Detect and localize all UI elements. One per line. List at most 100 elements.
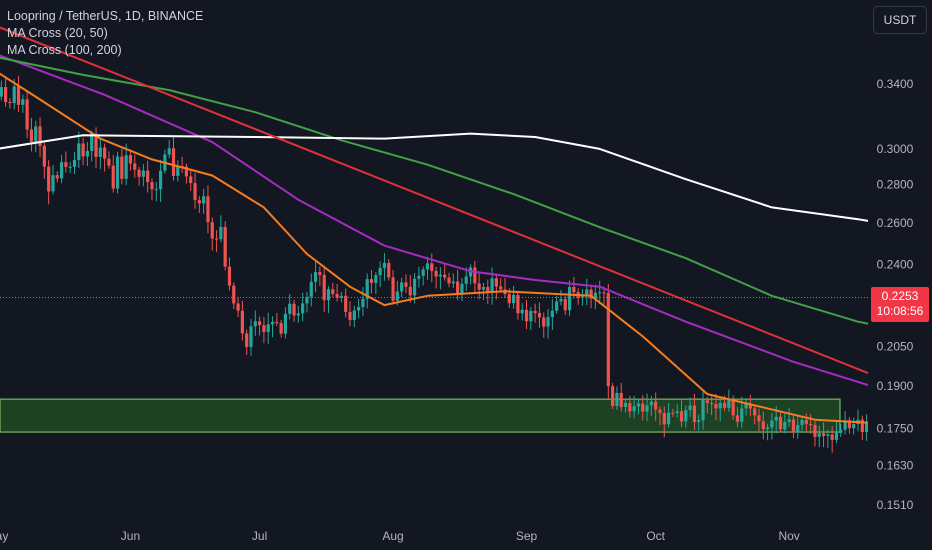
candle [240, 300, 244, 341]
candle [245, 329, 249, 355]
candle-body [714, 403, 718, 409]
last-price-tag: 0.2253 10:08:56 [871, 287, 929, 322]
candle [313, 260, 318, 293]
candle [146, 160, 150, 193]
candle-body [219, 226, 223, 240]
candle-body [796, 424, 800, 433]
candles [0, 75, 868, 453]
indicator-ma-cross-20-50[interactable]: MA Cross (20, 50) [7, 26, 108, 40]
candle [223, 221, 227, 271]
candle-body [21, 99, 25, 105]
candle [51, 165, 55, 195]
candle-body [47, 166, 51, 192]
candle-body [438, 274, 443, 277]
candle [141, 164, 145, 187]
ma-line-ma20 [0, 72, 868, 424]
candle-body [189, 176, 193, 184]
candle [675, 403, 679, 418]
ma-line-ma50 [0, 54, 868, 387]
symbol-title[interactable]: Loopring / TetherUS, 1D, BINANCE [7, 9, 204, 23]
candle [567, 280, 572, 316]
candle-body [671, 412, 675, 414]
candle-body [679, 411, 684, 422]
candle [309, 273, 313, 307]
candle [804, 413, 808, 433]
candle [197, 196, 201, 213]
candle-body [253, 321, 257, 327]
candle-body [774, 416, 778, 421]
candle [206, 185, 210, 234]
candle-body [826, 434, 830, 436]
candle-body [29, 129, 34, 142]
candle [262, 316, 266, 344]
candle [124, 143, 128, 186]
candle-body [85, 150, 90, 157]
candle [705, 397, 709, 414]
candle-body [344, 295, 348, 312]
candle-body [443, 274, 447, 278]
x-tick-label: May [0, 529, 8, 543]
candle-body [481, 286, 486, 290]
candle [357, 298, 361, 319]
candle [434, 267, 438, 289]
candle [29, 117, 34, 152]
candle [167, 139, 171, 159]
candle-body [740, 408, 744, 422]
candle [4, 77, 8, 107]
candle [184, 163, 189, 184]
candle [606, 283, 610, 399]
candle-body [516, 294, 520, 314]
candle [641, 395, 645, 421]
candle-body [623, 403, 628, 408]
candle [430, 253, 434, 283]
candle [193, 173, 197, 209]
candle-body [167, 148, 171, 155]
y-tick-label: 0.1510 [877, 498, 914, 512]
candle-body [701, 400, 705, 421]
candle-body [94, 133, 98, 157]
candle-body [550, 310, 554, 318]
candle-body [0, 87, 3, 97]
candle-body [499, 286, 503, 290]
candle [288, 293, 292, 320]
candle [219, 215, 223, 243]
candle [38, 117, 42, 158]
candle [301, 292, 305, 322]
candle [447, 272, 451, 288]
candle-body [464, 276, 468, 284]
candle-body [391, 277, 395, 301]
candle-body [115, 156, 120, 189]
candle-body [107, 158, 111, 166]
candle-body [589, 289, 593, 299]
candle [98, 137, 102, 169]
candle [438, 267, 443, 290]
candle-body [214, 238, 219, 240]
candle [593, 284, 597, 309]
candle-body [744, 403, 748, 409]
candle [555, 295, 559, 314]
candle-body [430, 263, 434, 271]
currency-button[interactable]: USDT [873, 6, 927, 34]
candle [464, 267, 468, 291]
candle [770, 413, 774, 440]
candle-body [778, 416, 783, 430]
indicator-ma-cross-100-200[interactable]: MA Cross (100, 200) [7, 43, 122, 57]
candle-body [12, 86, 16, 104]
candle-body [154, 189, 158, 191]
candle-body [645, 405, 649, 412]
candle-body [800, 419, 804, 425]
candle-body [81, 143, 85, 157]
candle-body [374, 275, 378, 283]
candle-body [434, 270, 438, 277]
candle-body [296, 313, 300, 316]
candle [821, 422, 826, 448]
x-tick-label: Jun [121, 529, 140, 543]
candle-body [563, 299, 567, 311]
last-price-value: 0.2253 [881, 289, 919, 303]
candle [25, 91, 29, 139]
candle-body [727, 400, 731, 408]
ma-line-ma100 [0, 56, 868, 325]
candle [865, 414, 868, 441]
candle [171, 136, 176, 181]
